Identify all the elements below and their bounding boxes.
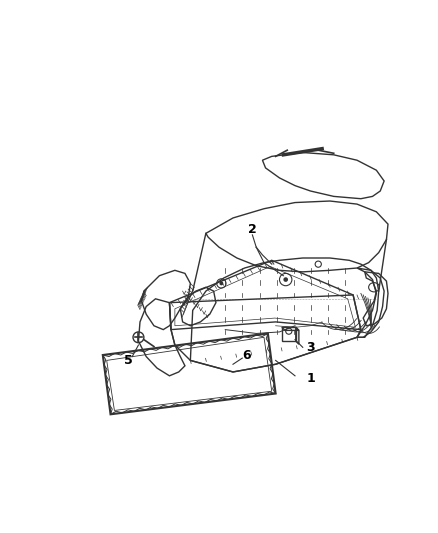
- Text: 5: 5: [124, 354, 133, 367]
- Text: 6: 6: [243, 349, 251, 361]
- Text: 2: 2: [248, 223, 257, 236]
- Text: 1: 1: [306, 372, 315, 385]
- Circle shape: [219, 281, 223, 285]
- Circle shape: [283, 277, 288, 282]
- Text: 3: 3: [306, 341, 315, 354]
